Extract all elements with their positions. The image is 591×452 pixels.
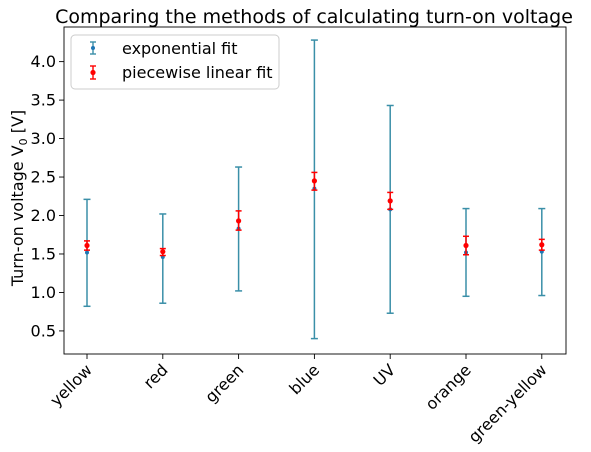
x-tick-label: yellow (46, 360, 96, 410)
y-tick-label: 2.5 (31, 168, 56, 187)
legend-marker-piecewise (90, 65, 96, 80)
point-piecewise (387, 198, 393, 204)
point-piecewise (311, 178, 317, 184)
plot-frame (63, 26, 567, 355)
x-tick-label: blue (285, 360, 323, 398)
point-exponential (85, 250, 89, 255)
x-tick-label: green-yellow (465, 360, 551, 446)
y-tick-label: 3.0 (31, 129, 56, 148)
legend-label-exponential: exponential fit (122, 39, 238, 58)
x-tick-label: UV (370, 360, 399, 389)
x-tick-label: green (201, 360, 247, 406)
point-piecewise (236, 218, 242, 224)
y-tick-label: 0.5 (31, 321, 56, 340)
legend-label-piecewise: piecewise linear fit (122, 63, 273, 82)
chart-title: Comparing the methods of calculating tur… (55, 6, 573, 28)
x-tick-label: orange (422, 360, 475, 413)
x-tick-label: red (140, 360, 172, 392)
legend-marker-exponential (90, 41, 96, 55)
plot-area: 0.5 1.0 1.5 2.0 2.5 3.0 3.5 4.0 yellow red green bl… (31, 39, 551, 447)
y-tick-label: 4.0 (31, 52, 56, 71)
y-tick-label: 1.5 (31, 244, 56, 263)
point-piecewise (84, 242, 90, 249)
point-piecewise (160, 249, 166, 255)
y-axis-label: Turn-on voltage V0 [V] (8, 110, 30, 287)
legend-box (70, 34, 280, 90)
point-piecewise (539, 242, 545, 248)
point-piecewise (463, 242, 469, 249)
y-tick-label: 2.0 (31, 206, 56, 225)
legend: exponential fit piecewise linear fit (70, 34, 280, 90)
y-tick-label: 1.0 (31, 283, 56, 302)
y-tick-label: 3.5 (31, 91, 56, 110)
